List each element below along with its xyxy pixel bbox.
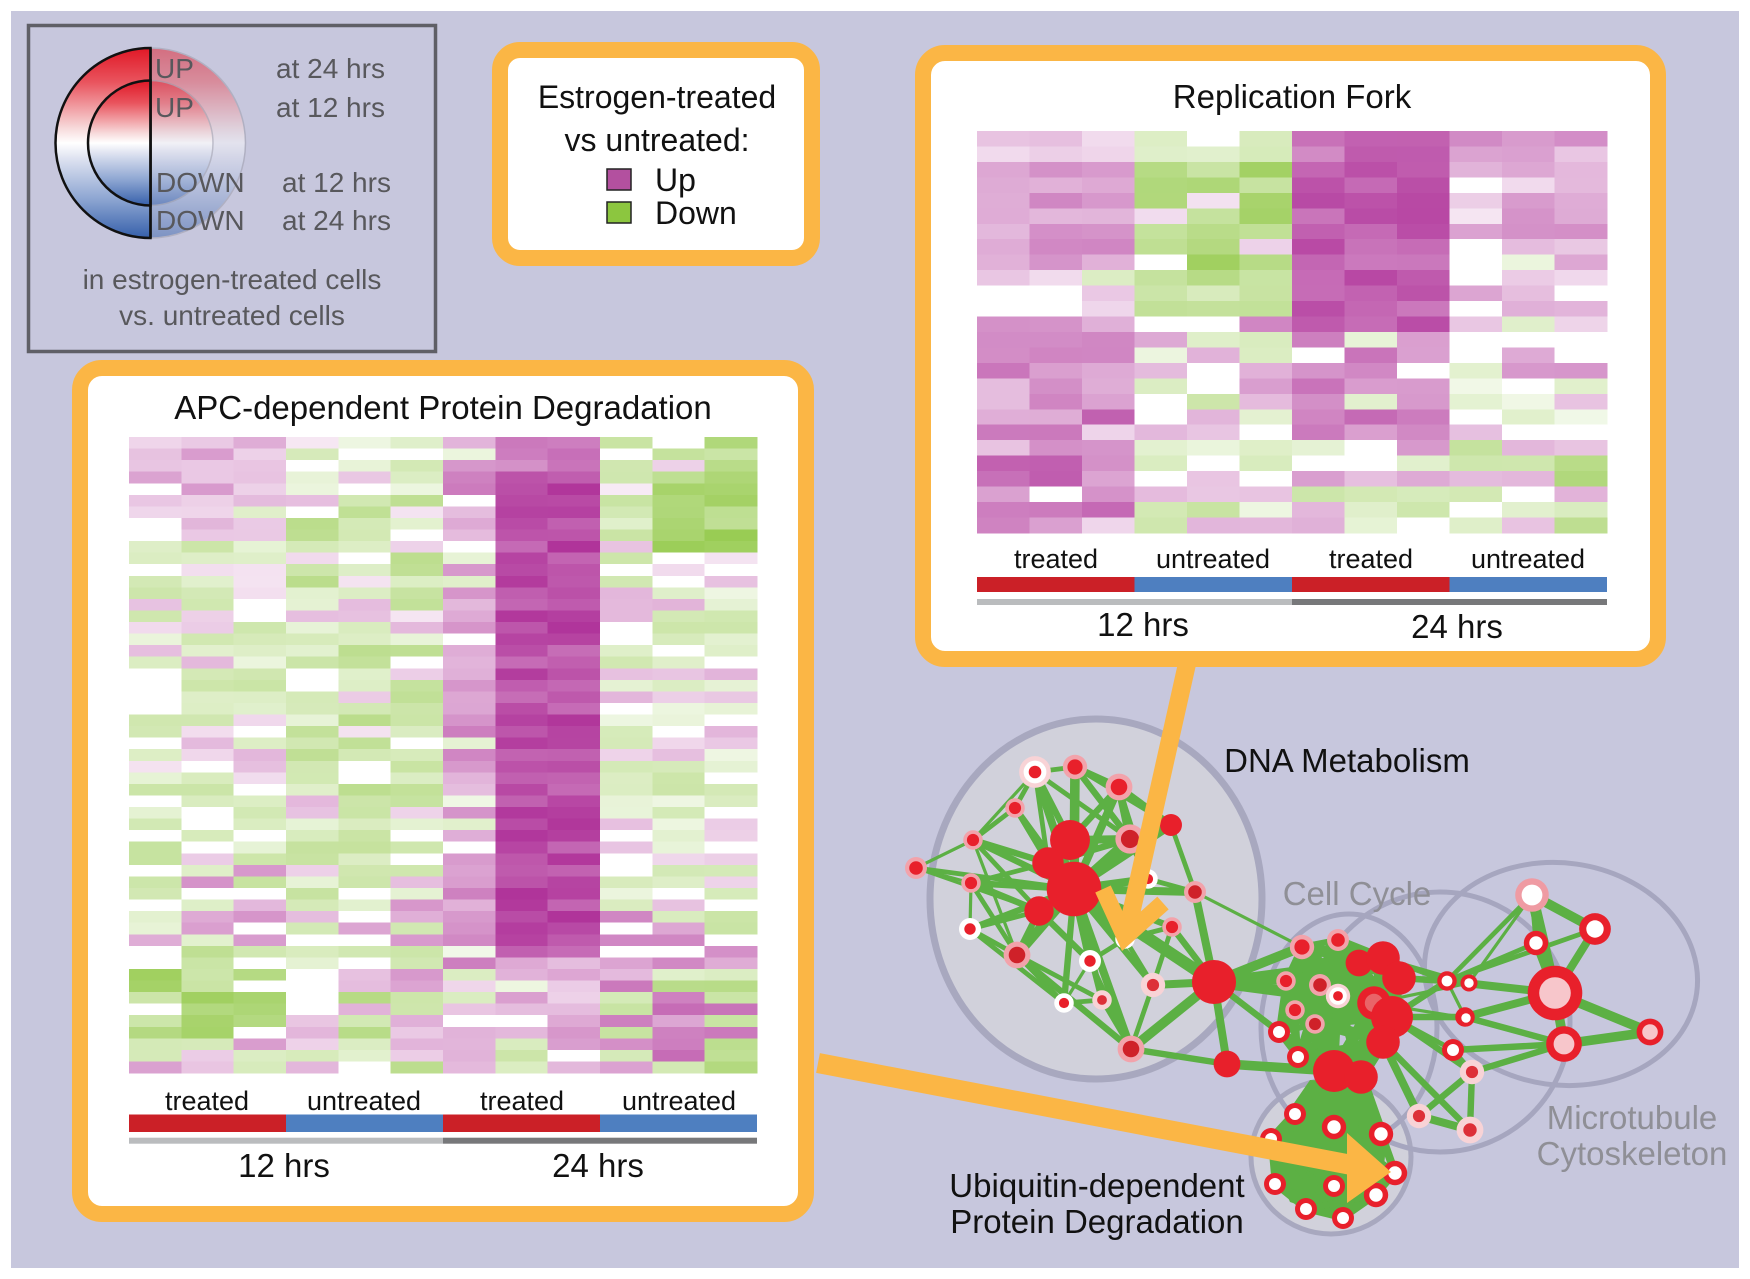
svg-text:at 24 hrs: at 24 hrs xyxy=(276,53,385,84)
svg-text:Cell Cycle: Cell Cycle xyxy=(1283,875,1432,912)
svg-text:UP: UP xyxy=(155,53,194,84)
svg-text:treated: treated xyxy=(480,1086,564,1116)
svg-text:Replication Fork: Replication Fork xyxy=(1173,78,1412,115)
svg-text:DNA Metabolism: DNA Metabolism xyxy=(1224,742,1470,779)
svg-text:24 hrs: 24 hrs xyxy=(1411,608,1503,645)
svg-text:untreated: untreated xyxy=(622,1086,736,1116)
svg-text:untreated: untreated xyxy=(1471,544,1585,574)
svg-text:vs. untreated cells: vs. untreated cells xyxy=(119,300,345,331)
svg-text:vs untreated:: vs untreated: xyxy=(565,122,750,158)
svg-text:12 hrs: 12 hrs xyxy=(238,1147,330,1184)
svg-text:24 hrs: 24 hrs xyxy=(552,1147,644,1184)
svg-text:at 12 hrs: at 12 hrs xyxy=(276,92,385,123)
svg-text:Down: Down xyxy=(655,195,737,231)
svg-text:UP: UP xyxy=(155,92,194,123)
svg-text:Up: Up xyxy=(655,162,696,198)
svg-text:DOWN: DOWN xyxy=(156,167,245,198)
svg-text:in estrogen-treated cells: in estrogen-treated cells xyxy=(83,264,382,295)
svg-text:12 hrs: 12 hrs xyxy=(1097,606,1189,643)
svg-text:Microtubule: Microtubule xyxy=(1547,1099,1718,1136)
svg-text:treated: treated xyxy=(1014,544,1098,574)
svg-text:treated: treated xyxy=(1329,544,1413,574)
svg-text:DOWN: DOWN xyxy=(156,205,245,236)
svg-text:untreated: untreated xyxy=(307,1086,421,1116)
svg-text:treated: treated xyxy=(165,1086,249,1116)
svg-text:APC-dependent Protein Degradat: APC-dependent Protein Degradation xyxy=(174,389,712,426)
svg-text:Ubiquitin-dependent: Ubiquitin-dependent xyxy=(949,1167,1244,1204)
svg-text:Cytoskeleton: Cytoskeleton xyxy=(1537,1135,1728,1172)
svg-text:Protein Degradation: Protein Degradation xyxy=(950,1203,1244,1240)
svg-text:untreated: untreated xyxy=(1156,544,1270,574)
svg-text:at 12 hrs: at 12 hrs xyxy=(282,167,391,198)
svg-text:Estrogen-treated: Estrogen-treated xyxy=(538,79,776,115)
svg-text:at 24 hrs: at 24 hrs xyxy=(282,205,391,236)
